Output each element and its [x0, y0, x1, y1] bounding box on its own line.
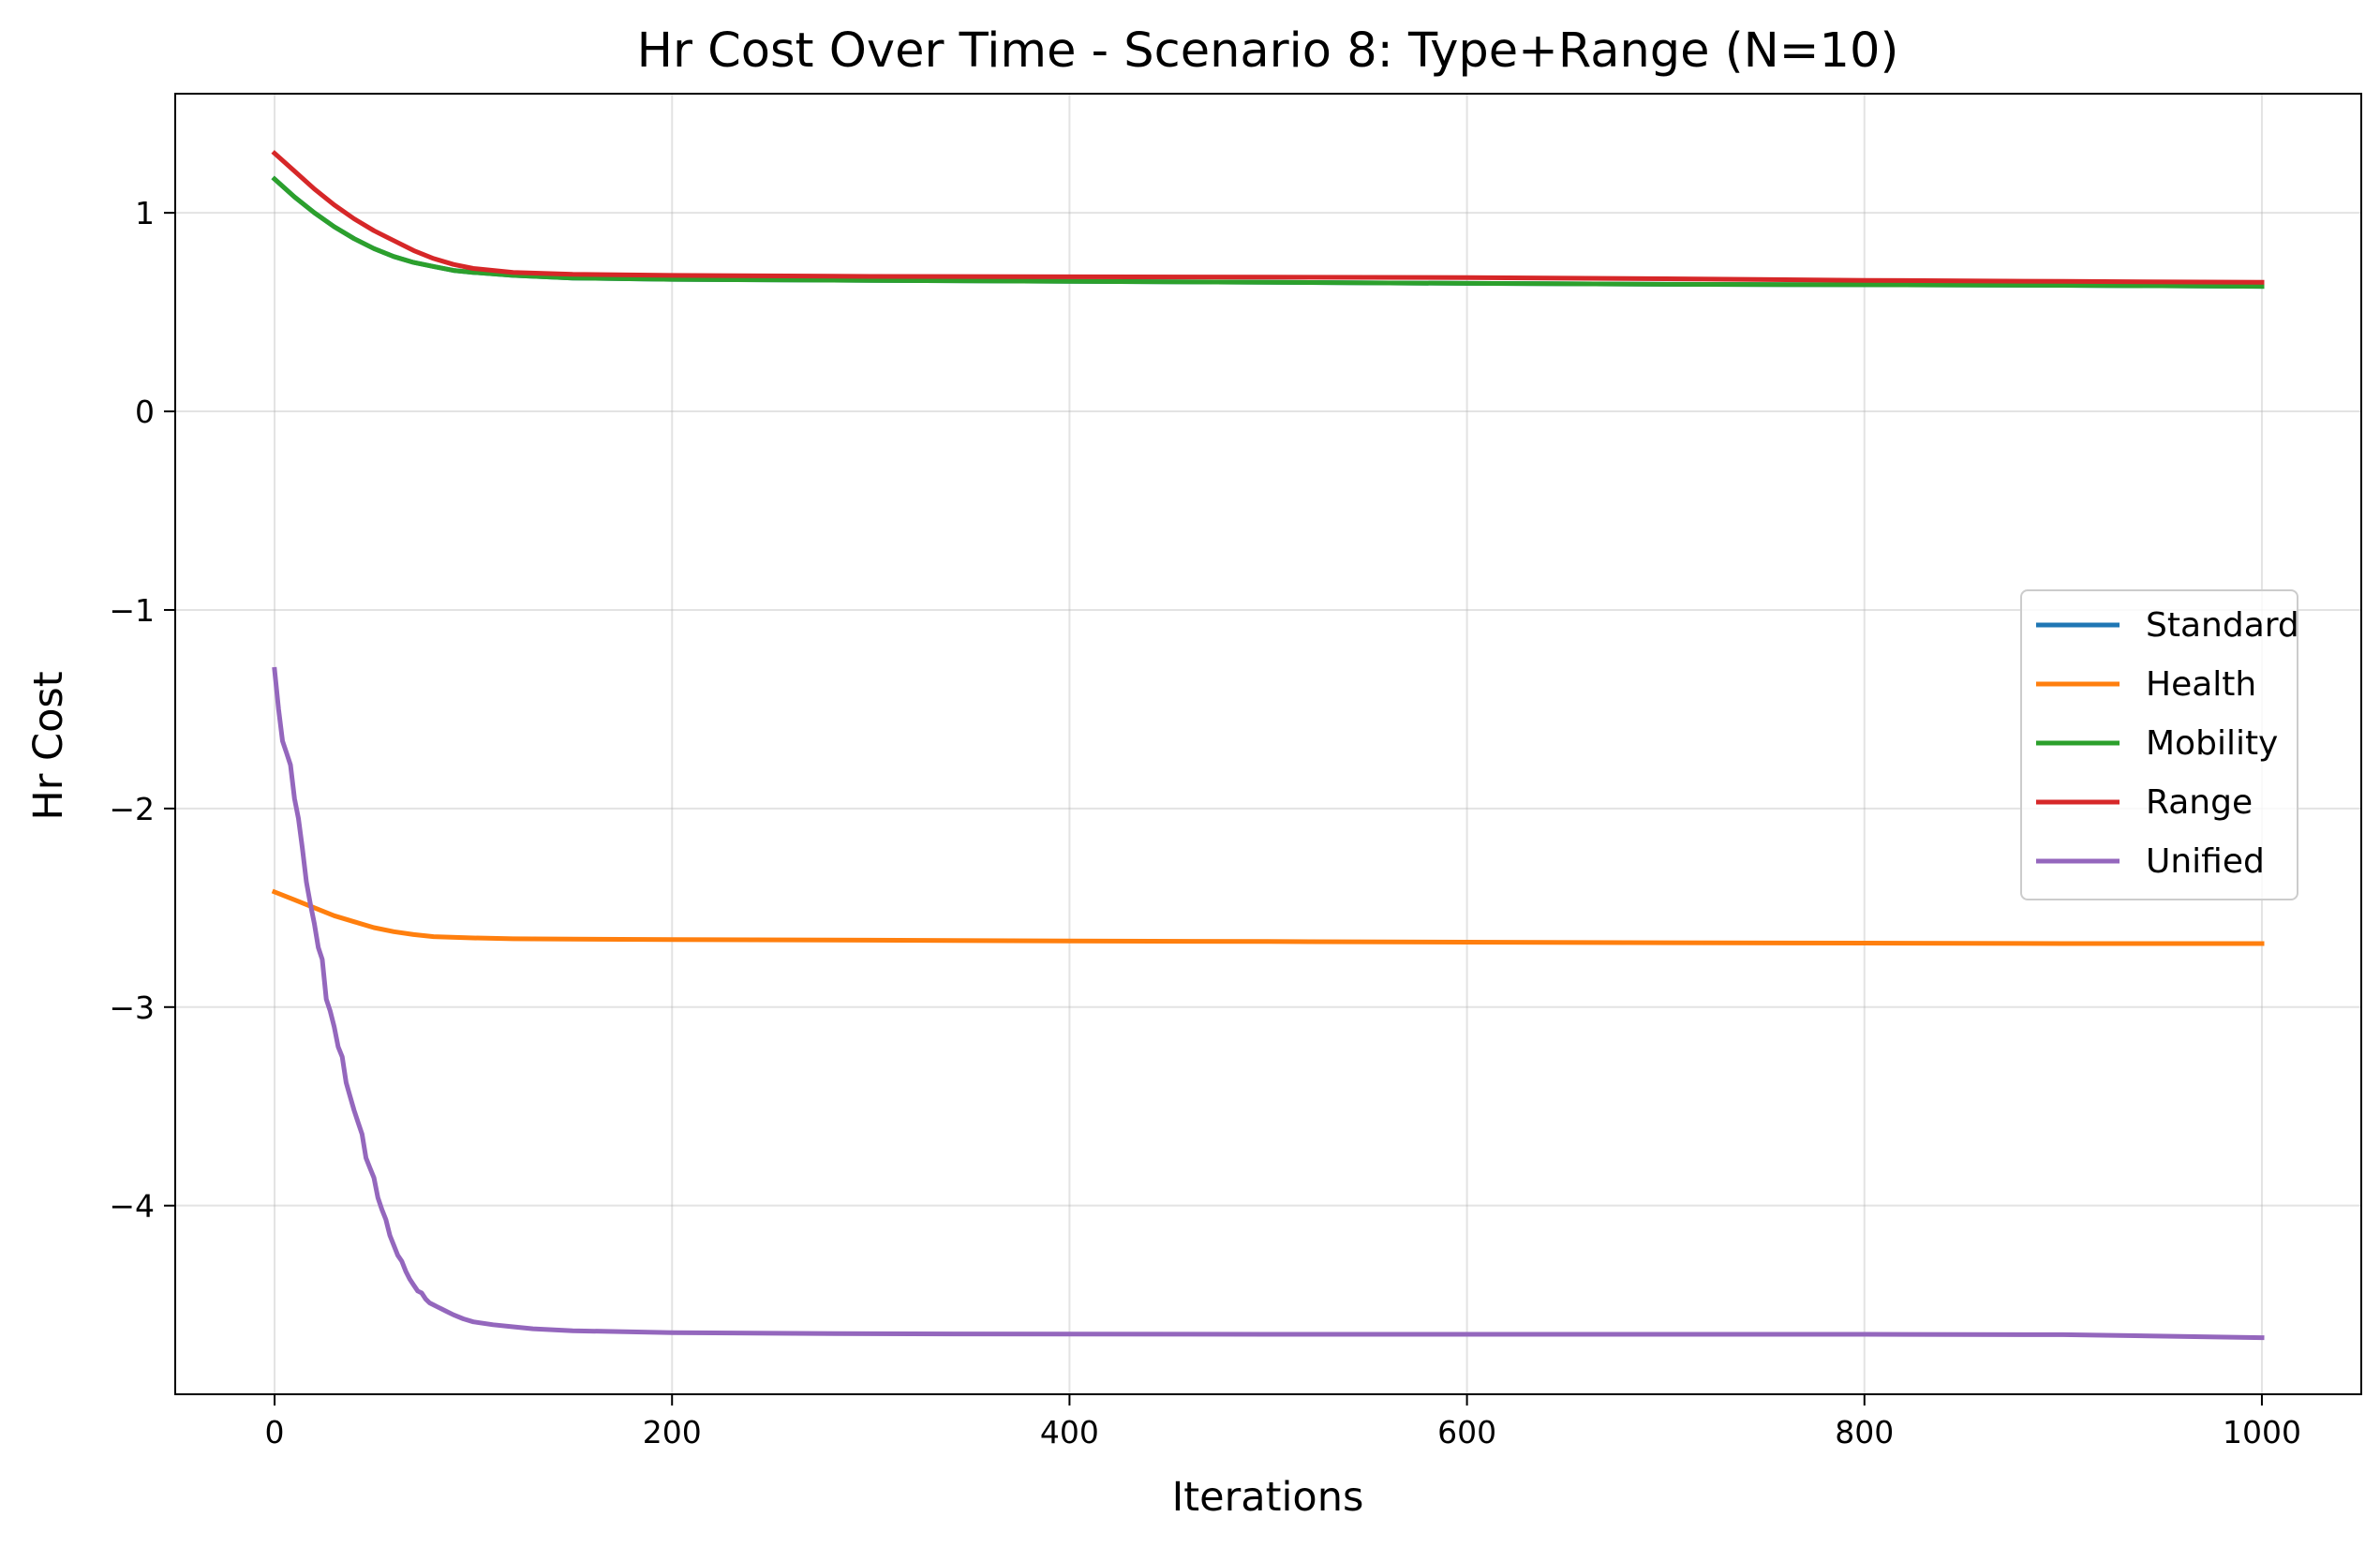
y-tick-label: −3 [109, 989, 155, 1026]
series-lines [271, 150, 2265, 1341]
y-tick-label: 1 [135, 195, 155, 231]
x-tick-label: 600 [1437, 1414, 1496, 1450]
legend-label-mobility: Mobility [2146, 724, 2278, 763]
legend-frame [2020, 589, 2298, 900]
series-line-mobility [271, 175, 2265, 290]
y-axis-label: Hr Cost [25, 671, 72, 820]
grid-lines [175, 94, 2361, 1394]
x-tick-label: 1000 [2223, 1414, 2301, 1450]
x-tick-label: 0 [265, 1414, 285, 1450]
series-line-range [271, 150, 2265, 285]
legend-label-range: Range [2146, 783, 2253, 822]
x-axis-label: Iterations [1172, 1474, 1364, 1521]
legend-label-standard: Standard [2146, 606, 2299, 645]
y-tick-label: 0 [135, 394, 155, 430]
plot-area-frame [174, 93, 2362, 1395]
x-axis: 0 200 400 600 800 1000 [265, 1394, 2301, 1450]
y-tick-label: −1 [109, 592, 155, 629]
chart-title: Hr Cost Over Time - Scenario 8: Type+Ran… [637, 23, 1899, 79]
series-line-unified [272, 666, 2265, 1341]
legend: Standard Health Mobility Range Unified [2020, 589, 2299, 900]
y-axis: 1 0 −1 −2 −3 −4 [109, 195, 175, 1225]
y-tick-label: −2 [109, 791, 155, 827]
x-tick-label: 400 [1040, 1414, 1099, 1450]
legend-label-unified: Unified [2146, 842, 2265, 881]
series-line-health [271, 888, 2265, 946]
x-tick-label: 200 [643, 1414, 702, 1450]
x-tick-label: 800 [1835, 1414, 1894, 1450]
y-tick-label: −4 [109, 1188, 155, 1225]
legend-label-health: Health [2146, 665, 2256, 704]
